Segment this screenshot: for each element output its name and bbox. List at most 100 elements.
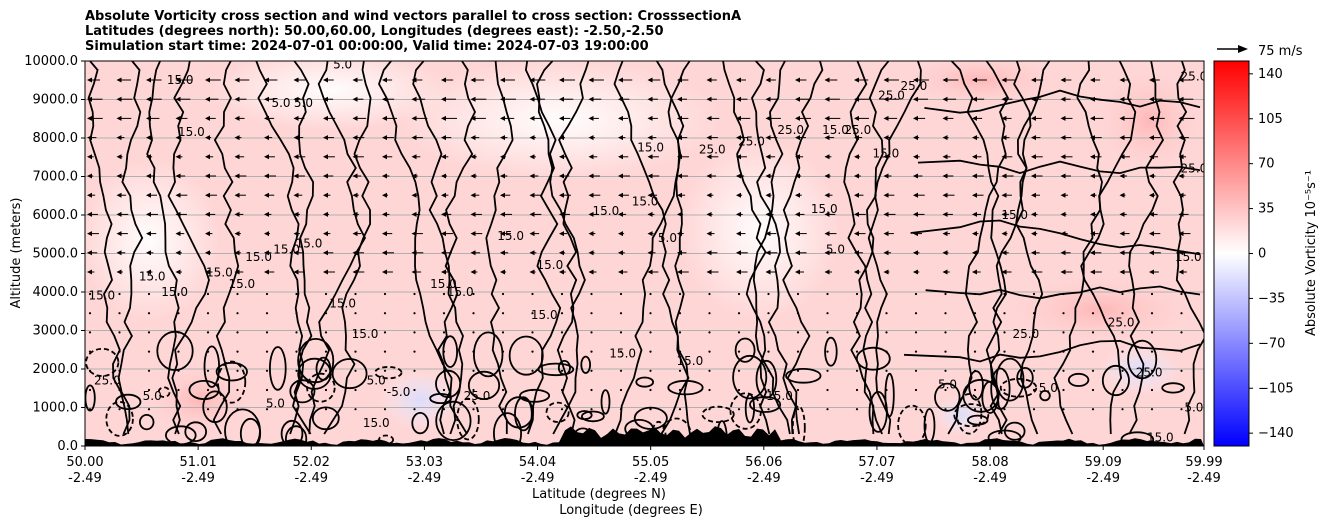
wind-vector-head-icon: [146, 77, 151, 83]
wind-vector-head-icon: [352, 211, 358, 217]
wind-vector: [295, 350, 298, 353]
wind-vector: [413, 408, 416, 411]
wind-vector: [147, 331, 151, 334]
wind-vector-head-icon: [1149, 211, 1154, 217]
wind-vector: [383, 388, 387, 392]
wind-vector: [1150, 312, 1154, 315]
wind-vector-head-icon: [677, 269, 682, 275]
wind-vector-head-icon: [234, 211, 240, 217]
wind-vector-head-icon: [500, 231, 505, 237]
wind-vector-head-icon: [175, 96, 181, 102]
wind-vector-head-icon: [323, 192, 328, 198]
wind-vector: [1032, 292, 1036, 296]
contour-line: [331, 358, 368, 390]
contour-line: [924, 89, 1201, 114]
wind-vector: [354, 312, 357, 315]
wind-vector: [118, 350, 121, 353]
wind-vector-head-icon: [913, 135, 918, 141]
x-tick-label-lon: -2.49: [860, 471, 894, 486]
wind-vector-head-icon: [441, 96, 446, 102]
wind-vector: [1150, 350, 1154, 353]
wind-vector: [1003, 369, 1006, 372]
wind-vector: [855, 331, 859, 334]
wind-vector: [531, 350, 534, 353]
wind-vector-head-icon: [913, 192, 918, 198]
wind-vector: [206, 408, 210, 411]
wind-vector-head-icon: [205, 250, 210, 256]
contour-label: 15.0: [766, 389, 793, 403]
contour-line: [614, 61, 691, 435]
wind-vector-head-icon: [972, 192, 977, 198]
wind-vector-head-icon: [411, 96, 417, 102]
contour-line: [967, 414, 989, 426]
wind-vector-head-icon: [1090, 77, 1095, 83]
wind-vector-head-icon: [854, 173, 859, 179]
wind-vector: [678, 292, 682, 296]
wind-vector-head-icon: [972, 77, 977, 83]
wind-vector-head-icon: [205, 77, 210, 83]
x-tick-label-lat: 55.05: [632, 455, 669, 470]
wind-vector: [413, 312, 416, 315]
wind-vector-head-icon: [736, 115, 741, 121]
wind-vector-head-icon: [972, 211, 977, 217]
x-tick-label-lon: -2.49: [408, 471, 442, 486]
contour-label: 25.0: [1181, 162, 1208, 176]
wind-vector-head-icon: [146, 154, 151, 160]
wind-vector-head-icon: [706, 250, 712, 256]
y-tick-label: 6000.0: [33, 208, 79, 223]
wind-vector: [914, 350, 918, 353]
wind-vector: [118, 292, 121, 296]
wind-vector: [1150, 369, 1154, 372]
wind-vector-head-icon: [146, 115, 151, 121]
wind-vector: [501, 388, 505, 392]
contour-label: 15.0: [363, 416, 390, 430]
wind-vector-head-icon: [441, 115, 446, 121]
wind-vector-head-icon: [559, 173, 564, 179]
wind-vector-head-icon: [382, 135, 387, 141]
contour-label: 15.0: [632, 194, 659, 208]
wind-vector-head-icon: [588, 115, 594, 121]
wind-vector: [1150, 388, 1154, 392]
wind-vector-head-icon: [293, 96, 299, 102]
wind-vector-head-icon: [647, 250, 653, 256]
wind-vector: [383, 408, 387, 411]
wind-vectors: [87, 77, 1195, 411]
colorbar-tick-label: −70: [1258, 336, 1285, 351]
wind-vector-head-icon: [736, 231, 741, 237]
wind-vector: [914, 312, 918, 315]
wind-vector-head-icon: [1119, 77, 1125, 83]
wind-vector: [1003, 312, 1006, 315]
wind-vector: [1091, 369, 1095, 372]
contour-line: [581, 410, 605, 423]
wind-vector: [147, 350, 151, 353]
wind-vector: [590, 388, 593, 392]
contour-line: [953, 403, 990, 428]
wind-vector-head-icon: [529, 192, 535, 198]
wind-vector: [649, 350, 652, 353]
wind-vector-head-icon: [883, 115, 889, 121]
wind-vector-head-icon: [175, 154, 181, 160]
wind-vector-head-icon: [588, 96, 594, 102]
wind-vector-head-icon: [883, 211, 889, 217]
contour-label: 25.0: [777, 123, 804, 137]
wind-vector-head-icon: [942, 96, 948, 102]
wind-vector-head-icon: [618, 173, 623, 179]
contour-line: [184, 421, 208, 443]
wind-vector-head-icon: [234, 231, 240, 237]
wind-vector: [1121, 292, 1124, 296]
wind-vector-head-icon: [411, 192, 417, 198]
wind-vector-head-icon: [854, 77, 859, 83]
contour-line: [1039, 389, 1051, 402]
wind-vector-head-icon: [116, 173, 122, 179]
wind-vector: [560, 369, 564, 372]
wind-vector-head-icon: [411, 135, 417, 141]
wind-vector-head-icon: [854, 211, 859, 217]
wind-vector-head-icon: [1178, 154, 1184, 160]
contour-line: [493, 412, 522, 446]
wind-vector: [118, 388, 121, 392]
contour-line: [167, 61, 210, 435]
wind-vector-head-icon: [824, 135, 830, 141]
wind-vector-head-icon: [264, 173, 269, 179]
wind-vector-head-icon: [1119, 154, 1125, 160]
wind-vector: [708, 331, 711, 334]
